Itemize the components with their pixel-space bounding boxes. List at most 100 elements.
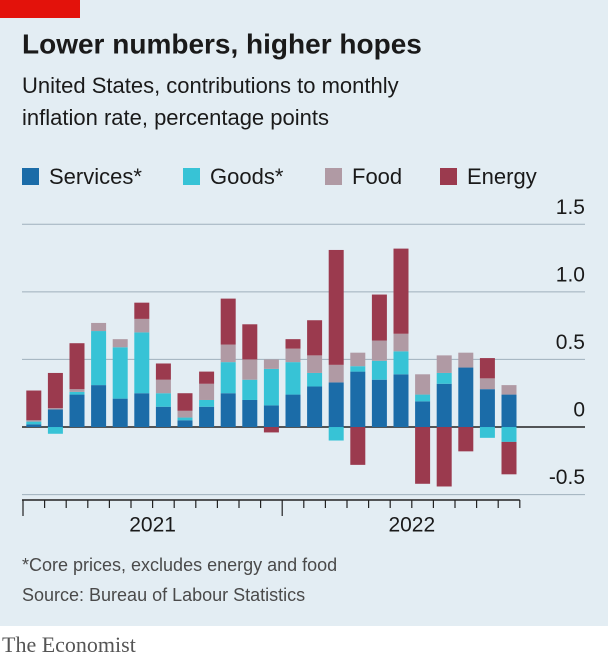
bar-segment (69, 343, 85, 390)
bar-segment (69, 391, 85, 395)
chart-title: Lower numbers, higher hopes (22, 28, 422, 59)
bar-segment (436, 427, 452, 487)
bar-segment (91, 331, 107, 386)
bar-segment (134, 302, 150, 319)
bar-segment (47, 409, 63, 428)
bar-segment (242, 399, 258, 428)
bar-segment (328, 364, 344, 383)
bar-segment (458, 367, 474, 428)
bar-segment (242, 379, 258, 400)
bar-segment (350, 371, 366, 428)
bar-segment (69, 389, 85, 392)
bar-segment (307, 372, 323, 387)
bar-segment (220, 393, 236, 428)
legend-swatch (183, 168, 200, 185)
bar-segment (47, 408, 63, 410)
bar-segment (177, 417, 193, 421)
bar-segment (307, 386, 323, 428)
legend-label: Energy (467, 164, 537, 189)
subtitle: United States, contributions to monthly (22, 73, 399, 98)
bar-segment (220, 298, 236, 345)
bar-segment (479, 389, 495, 428)
bar-segment (501, 394, 517, 428)
bar-segment (371, 379, 387, 428)
legend-label: Food (352, 164, 402, 189)
bar-segment (155, 393, 171, 407)
bar-segment (479, 378, 495, 390)
bar-segment (307, 320, 323, 356)
bar-segment (371, 340, 387, 361)
bar-segment (458, 427, 474, 452)
bar-segment (285, 362, 301, 395)
legend-swatch (440, 168, 457, 185)
bar-segment (47, 372, 63, 409)
legend-swatch (325, 168, 342, 185)
bar-segment (134, 393, 150, 428)
bar-segment (155, 379, 171, 394)
bar-segment (26, 421, 42, 425)
bar-segment (242, 359, 258, 380)
legend-label: Goods* (210, 164, 284, 189)
bar-segment (155, 406, 171, 428)
legend-label: Services* (49, 164, 142, 189)
bar-segment (199, 371, 215, 384)
bar-segment (458, 352, 474, 368)
bar-segment (112, 339, 128, 348)
legend-swatch (22, 168, 39, 185)
bar-segment (501, 427, 517, 442)
bar-segment (69, 394, 85, 428)
bar-segment (350, 366, 366, 372)
panel (0, 0, 608, 626)
bar-segment (415, 401, 431, 428)
bar-segment (436, 383, 452, 428)
bar-segment (436, 372, 452, 384)
bar-segment (393, 351, 409, 375)
bar-segment (47, 427, 63, 434)
bar-segment (91, 322, 107, 332)
bar-segment (415, 427, 431, 484)
bar-segment (501, 441, 517, 475)
bar-segment (242, 324, 258, 360)
bar-segment (501, 385, 517, 395)
bar-segment (26, 390, 42, 421)
bar-segment (263, 359, 279, 369)
bar-segment (91, 385, 107, 428)
bar-segment (263, 427, 279, 433)
subtitle: inflation rate, percentage points (22, 105, 329, 130)
y-tick-label: 0.5 (556, 331, 585, 354)
bar-segment (199, 383, 215, 400)
bar-segment (177, 393, 193, 411)
bar-segment (112, 347, 128, 399)
bar-segment (436, 355, 452, 373)
bar-segment (479, 358, 495, 379)
bar-segment (350, 427, 366, 465)
bar-segment (307, 355, 323, 373)
bar-segment (199, 399, 215, 407)
bar-segment (263, 405, 279, 428)
bar-segment (220, 362, 236, 394)
brand: The Economist (2, 632, 136, 657)
bar-segment (134, 318, 150, 333)
source: Source: Bureau of Labour Statistics (22, 585, 305, 605)
bar-segment (263, 368, 279, 406)
bar-segment (26, 424, 42, 428)
bar-segment (393, 333, 409, 352)
bar-segment (393, 248, 409, 334)
bar-segment (393, 374, 409, 428)
footnote: *Core prices, excludes energy and food (22, 555, 337, 575)
bar-segment (285, 339, 301, 349)
bar-segment (328, 382, 344, 428)
bar-segment (155, 363, 171, 380)
bar-segment (199, 406, 215, 428)
bar-segment (26, 420, 42, 422)
bar-segment (328, 249, 344, 365)
bar-segment (177, 410, 193, 418)
bar-segment (415, 394, 431, 402)
bar-segment (328, 427, 344, 441)
brand-tag (0, 0, 80, 18)
bar-segment (371, 360, 387, 380)
y-tick-label: 1.5 (556, 196, 585, 219)
y-tick-label: -0.5 (549, 466, 585, 489)
bar-segment (479, 427, 495, 438)
x-year-label: 2021 (129, 514, 176, 537)
